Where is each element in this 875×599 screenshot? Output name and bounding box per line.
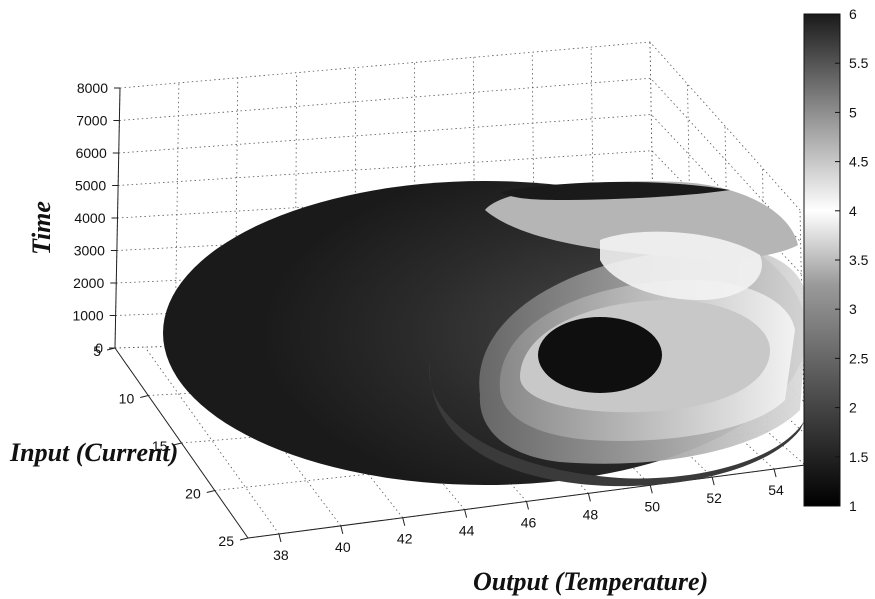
y-tick-label: 20 (185, 486, 201, 502)
colorbar-tick-label: 1.5 (849, 449, 869, 465)
wall-gridline (174, 82, 180, 347)
y-axis-label: Input (Current) (9, 438, 178, 467)
z-tick-label: 7000 (76, 113, 107, 129)
colorbar-tick-label: 3 (849, 301, 857, 317)
colorbar-tick-label: 5 (849, 104, 857, 120)
y-tick-mark (206, 490, 215, 493)
y-tick-label: 25 (218, 533, 234, 549)
z-axis-label: Time (27, 201, 56, 255)
y-tick-mark (140, 395, 149, 398)
z-tick-label: 0 (95, 340, 103, 356)
colorbar-tick-label: 1 (849, 498, 857, 514)
z-tick-label: 5000 (75, 178, 106, 194)
colorbar (803, 13, 841, 507)
x-tick-mark (711, 477, 715, 486)
colorbar-tick-label: 4 (849, 203, 857, 219)
axis-layer: 0 1000 2000 3000 4000 5000 6000 7000 8000 5 10 15 20… (72, 80, 806, 563)
z-tick-label: 6000 (76, 145, 107, 161)
z-gridline (119, 41, 801, 211)
colorbar-ticks: 1 1.5 2 2.5 3 3.5 4 4.5 5 5.5 6 (835, 6, 869, 514)
x-tick-mark (278, 533, 282, 543)
x-tick-label: 46 (521, 515, 537, 531)
y-tick-mark (173, 442, 182, 446)
z-tick-label: 1000 (72, 308, 103, 324)
colorbar-tick-label: 3.5 (849, 252, 869, 268)
x-tick-label: 48 (583, 506, 599, 522)
colorbar-tick-label: 2.5 (849, 350, 869, 366)
surface-plot (163, 181, 808, 487)
x-tick-mark (402, 517, 406, 526)
x-axis-label: Output (Temperature) (473, 567, 708, 596)
surface-core (538, 317, 662, 393)
y-tick-label: 15 (152, 438, 168, 454)
x-tick-label: 50 (644, 498, 660, 514)
surface-top-highlight (600, 231, 762, 300)
z-tick-label: 2000 (73, 275, 104, 291)
y-tick-mark (239, 537, 249, 541)
x-tick-mark (340, 525, 344, 534)
surface-top-dark-sliver (500, 181, 730, 200)
z-tick-label: 8000 (77, 80, 108, 96)
x-tick-mark (773, 468, 777, 478)
z-tick-label: 3000 (74, 243, 105, 259)
colorbar-gradient (803, 13, 841, 507)
y-tick-label: 10 (119, 391, 135, 407)
x-tick-label: 44 (459, 523, 475, 539)
x-tick-mark (649, 485, 653, 494)
x-tick-label: 54 (768, 482, 784, 498)
colorbar-tick-label: 2 (849, 400, 857, 416)
y-tick-mark (106, 347, 116, 351)
x-tick-mark (526, 501, 529, 510)
x-tick-mark (464, 509, 468, 518)
z-gridline (119, 77, 801, 243)
wall-gridline (799, 209, 806, 466)
wall-gridline (590, 47, 596, 334)
colorbar-tick-label: 4.5 (849, 154, 869, 170)
colorbar-tick-label: 6 (849, 6, 857, 22)
x-tick-label: 40 (335, 539, 351, 555)
x-tick-label: 38 (273, 547, 289, 563)
y-tick-label: 5 (93, 343, 101, 359)
x-tick-label: 42 (397, 531, 413, 547)
x-tick-mark (587, 493, 591, 502)
colorbar-tick-label: 5.5 (849, 55, 869, 71)
x-tick-label: 52 (706, 490, 722, 506)
z-tick-label: 4000 (74, 210, 105, 226)
